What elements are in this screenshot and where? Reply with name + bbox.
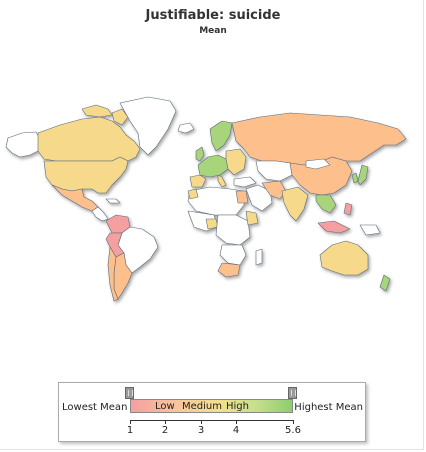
country-morocco[interactable]: [187, 188, 199, 200]
country-south-africa[interactable]: [217, 262, 241, 278]
country-new-zealand[interactable]: [379, 274, 391, 292]
legend-axis: [130, 420, 293, 421]
country-madagascar[interactable]: [255, 248, 263, 266]
legend-highest-label: Highest Mean: [294, 402, 363, 413]
map-title: Justifiable: suicide: [145, 8, 281, 23]
country-canada-islands[interactable]: [81, 104, 113, 118]
country-mongolia[interactable]: [305, 158, 331, 170]
country-alaska[interactable]: [5, 131, 41, 158]
country-caribbean[interactable]: [105, 198, 121, 204]
country-mexico[interactable]: [51, 184, 99, 212]
map-legend: Lowest Mean Low Medium High Highest Mean…: [58, 382, 366, 442]
country-philippines[interactable]: [343, 202, 353, 216]
country-papua[interactable]: [359, 224, 381, 236]
legend-band-medium: Medium: [182, 401, 222, 412]
country-italy[interactable]: [217, 174, 227, 188]
country-iberia[interactable]: [189, 174, 207, 188]
country-japan[interactable]: [357, 164, 369, 186]
legend-min-handle[interactable]: [125, 387, 134, 399]
country-eastern-europe[interactable]: [225, 148, 247, 176]
country-chile[interactable]: [107, 246, 119, 302]
map-subtitle: Mean: [199, 26, 227, 36]
legend-max-handle[interactable]: [288, 387, 297, 399]
country-iceland[interactable]: [177, 122, 195, 134]
legend-tick-label: 2: [161, 425, 169, 436]
country-indonesia[interactable]: [317, 220, 351, 234]
country-nigeria[interactable]: [205, 218, 219, 230]
legend-tick-label: 4: [232, 425, 240, 436]
country-russia[interactable]: [231, 112, 407, 166]
country-middle-east[interactable]: [245, 184, 273, 212]
country-western-europe[interactable]: [197, 154, 229, 178]
country-ethiopia[interactable]: [245, 210, 259, 226]
country-australia[interactable]: [319, 240, 369, 276]
country-southeast-asia[interactable]: [315, 194, 337, 214]
country-uk[interactable]: [195, 146, 205, 162]
legend-band-low: Low: [155, 401, 175, 412]
country-canada-baffin[interactable]: [111, 108, 129, 126]
legend-tick: [293, 420, 294, 424]
country-korea[interactable]: [351, 172, 359, 184]
legend-tick: [236, 420, 237, 424]
legend-tick: [165, 420, 166, 424]
legend-tick: [201, 420, 202, 424]
country-india[interactable]: [281, 186, 309, 222]
country-canada[interactable]: [37, 116, 141, 162]
world-map[interactable]: [0, 95, 426, 310]
country-north-africa[interactable]: [187, 186, 245, 216]
legend-band-high: High: [226, 401, 249, 412]
legend-tick-label: 1: [126, 425, 134, 436]
legend-tick-label: 5.6: [285, 425, 301, 436]
legend-tick-label: 3: [197, 425, 205, 436]
legend-color-bar: Low Medium High: [130, 399, 293, 413]
country-central-africa[interactable]: [215, 214, 251, 246]
country-scandinavia[interactable]: [209, 120, 233, 152]
country-greenland[interactable]: [119, 96, 177, 156]
legend-tick: [130, 420, 131, 424]
country-southern-africa[interactable]: [219, 244, 247, 266]
country-turkey[interactable]: [233, 176, 257, 188]
country-central-asia[interactable]: [255, 160, 293, 182]
country-central-america[interactable]: [91, 206, 109, 222]
legend-lowest-label: Lowest Mean: [62, 402, 128, 413]
country-egypt[interactable]: [235, 190, 249, 204]
